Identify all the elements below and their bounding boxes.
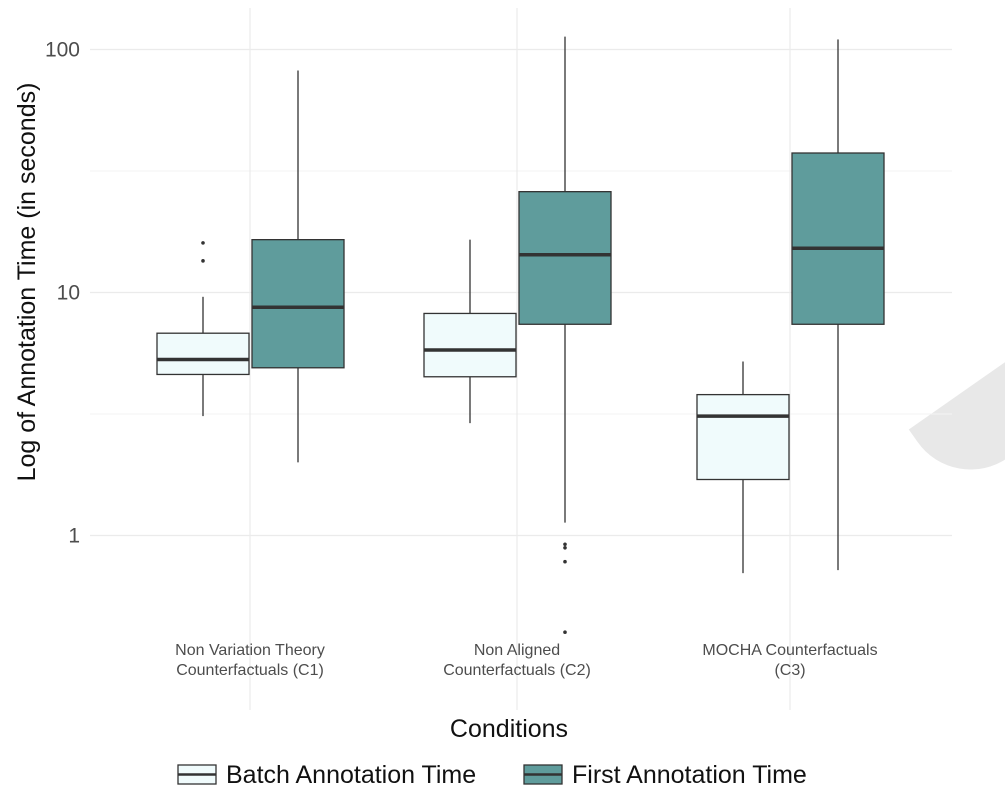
box-iqr — [791, 152, 885, 325]
x-tick-label: Non Aligned Counterfactuals (C2) — [443, 642, 591, 679]
legend-item-batch: Batch Annotation Time — [177, 761, 476, 789]
box-batch-c1 — [156, 241, 250, 417]
outlier-point — [563, 630, 567, 634]
legend-label: Batch Annotation Time — [226, 761, 476, 789]
legend: Batch Annotation Time First Annotation Ti… — [177, 761, 807, 789]
outlier-point — [201, 241, 205, 245]
outlier-point — [563, 542, 567, 547]
outlier-point — [563, 545, 567, 550]
outlier-point — [563, 559, 567, 564]
box-batch-c3 — [696, 361, 790, 574]
y-tick-label: 100 — [45, 39, 80, 62]
box-iqr — [696, 393, 790, 481]
y-tick-label: 1 — [68, 525, 80, 548]
box-iqr — [251, 239, 345, 369]
box-iqr — [518, 191, 612, 325]
y-axis-title: Log of Annotation Time (in seconds) — [13, 83, 41, 482]
box-first-c3 — [791, 39, 885, 571]
box-first-c2 — [518, 36, 612, 634]
legend-label: First Annotation Time — [572, 761, 807, 789]
legend-item-first: First Annotation Time — [523, 761, 807, 789]
x-tick-label: Non Variation Theory Counterfactuals (C1) — [175, 642, 325, 679]
y-tick-label: 10 — [57, 282, 80, 305]
box-first-c1 — [251, 70, 345, 463]
x-axis-title: Conditions — [450, 715, 568, 743]
x-tick-label: MOCHA Counterfactuals (C3) — [702, 642, 877, 679]
outlier-point — [201, 259, 205, 263]
box-batch-c2 — [423, 239, 517, 424]
box-iqr — [156, 332, 250, 376]
box-iqr — [423, 312, 517, 378]
